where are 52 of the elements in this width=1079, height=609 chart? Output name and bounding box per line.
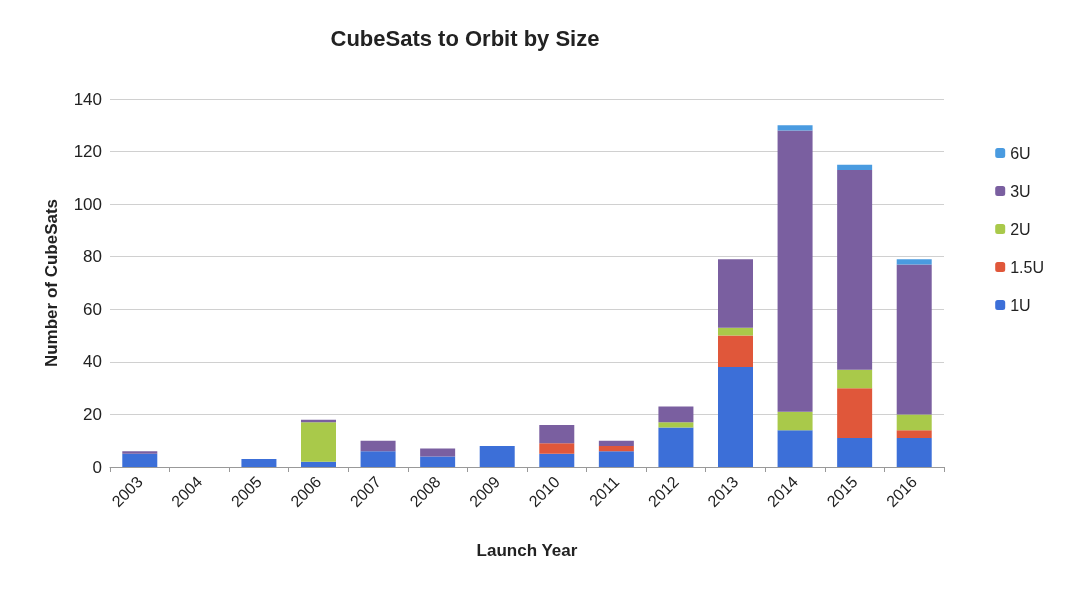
bar <box>777 130 813 412</box>
bar <box>658 406 694 423</box>
legend-label: 1.5U <box>1010 258 1044 276</box>
bar <box>777 411 813 431</box>
bar <box>777 430 813 467</box>
bar <box>837 169 873 370</box>
bar <box>837 369 873 389</box>
bar <box>896 438 932 467</box>
x-axis-title: Launch Year <box>476 541 578 560</box>
y-tick-label: 120 <box>73 142 102 162</box>
y-tick-label: 0 <box>92 457 102 477</box>
bar <box>718 327 753 336</box>
bar <box>301 422 336 462</box>
bar <box>539 424 575 444</box>
bar <box>837 164 873 170</box>
legend-label: 3U <box>1010 182 1031 200</box>
bar <box>598 451 634 467</box>
y-axis-title: Number of CubeSats <box>42 198 61 368</box>
bar <box>122 453 158 467</box>
y-tick-label: 60 <box>83 299 102 319</box>
chart-title: CubeSats to Orbit by Size <box>330 25 600 51</box>
bar <box>658 427 694 467</box>
legend-label: 2U <box>1010 220 1031 238</box>
y-tick-label: 100 <box>73 194 102 214</box>
bar <box>718 259 753 328</box>
bar <box>420 456 456 467</box>
bar <box>301 461 336 467</box>
bar <box>360 440 396 452</box>
y-tick-label: 40 <box>83 352 102 372</box>
bar <box>896 264 932 415</box>
bar <box>896 259 932 265</box>
bar <box>241 459 277 467</box>
legend-label: 6U <box>1010 144 1031 162</box>
y-tick-label: 80 <box>83 247 102 267</box>
bar <box>896 414 932 431</box>
bar <box>896 430 932 439</box>
y-tick-label: 140 <box>73 89 102 109</box>
bar <box>777 125 813 131</box>
bar <box>658 422 694 428</box>
bar <box>360 451 396 467</box>
bar <box>718 335 753 368</box>
bar <box>539 453 575 467</box>
legend-label: 1U <box>1010 296 1031 314</box>
bar <box>718 367 753 467</box>
bar <box>837 388 873 439</box>
bar <box>122 451 158 454</box>
bar <box>837 438 873 467</box>
bar <box>598 440 634 446</box>
bar <box>479 445 515 467</box>
y-tick-label: 20 <box>83 404 102 424</box>
bar <box>539 443 575 454</box>
bar <box>598 445 634 452</box>
